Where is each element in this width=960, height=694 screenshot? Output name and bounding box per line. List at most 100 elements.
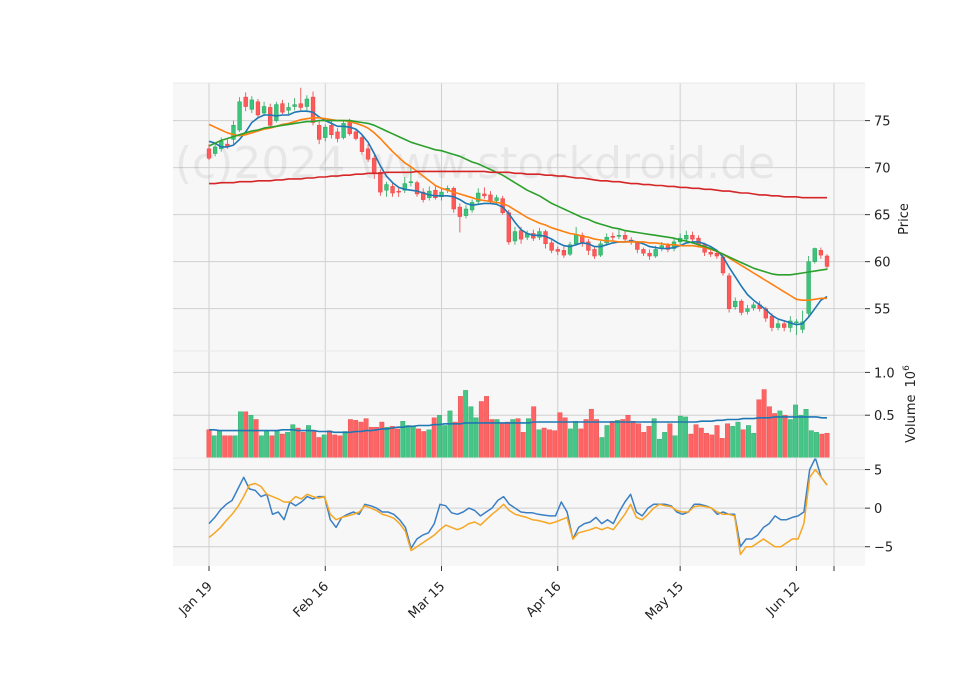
volume-bar [756,399,762,459]
candle-body [421,191,426,200]
candle-body [225,143,230,147]
x-tick-label: Mar 15 [406,579,449,622]
volume-bar [630,420,636,459]
candle-body [365,148,371,160]
volume-bar [410,426,416,459]
volume-bar [295,427,301,459]
volume-bar [442,425,448,459]
volume-bar [269,435,275,459]
volume-bar [206,429,212,459]
oscillator-y-tick-label: 5 [874,464,882,479]
price-y-tick-label: 65 [874,209,891,224]
volume-bar [300,432,306,459]
candle-body [237,101,242,131]
candle-body [518,230,524,240]
volume-bar [463,390,469,459]
x-tick-label: Jun 12 [763,579,803,619]
volume-bar [662,432,668,459]
oscillator-y-tick-label: −5 [874,541,893,556]
candle-body [769,315,775,328]
candle-body [206,148,212,159]
volume-bar [457,396,463,459]
candle-body [353,131,358,139]
candle-body [396,190,401,193]
volume-bar [243,411,249,459]
volume-bar [316,437,322,459]
candle-body [402,183,407,191]
candle-body [268,107,273,126]
candle-body [359,137,365,152]
candle-body [598,243,603,256]
volume-bar [777,410,783,459]
volume-bar [468,406,474,459]
candle-body [592,249,597,257]
volume-bar [416,428,421,459]
candle-body [512,231,518,242]
volume-bar [321,434,327,459]
volume-bar [709,434,715,459]
volume-bar [232,435,238,459]
volume-bar [227,435,233,459]
volume-bar [211,435,217,459]
candle-body [733,300,738,308]
candle-body [469,202,475,211]
candle-body [212,146,218,154]
volume-bar [358,421,364,459]
volume-bar [531,406,537,459]
volume-bar [374,426,380,459]
volume-bar [651,418,657,459]
volume-bar [646,426,652,459]
candle-body [806,261,811,314]
volume-bar [510,419,516,459]
volume-bar [353,420,359,459]
volume-bar [604,425,610,459]
oscillator-line [208,457,828,550]
candle-body [726,275,732,309]
volume-bar [405,425,411,459]
candle-body [286,107,291,111]
volume-bar [798,415,804,459]
candle-body [439,191,444,198]
volume-bar [599,437,605,459]
candle-body [812,248,817,262]
candle-body [561,250,567,256]
volume-bar [332,434,338,459]
price-y-tick-label: 55 [874,303,891,318]
candle-body [751,304,756,308]
volume-bar [761,389,767,459]
candle-body [280,103,285,113]
volume-bar [489,419,495,459]
volume-bar [237,411,243,459]
volume-y-tick-label: 0.5 [874,409,895,424]
volume-bar [620,419,626,459]
candle-body [451,188,456,210]
volume-bar [578,428,584,459]
candle-body [231,125,236,140]
volume-bar [546,429,552,459]
volume-bar [719,438,725,459]
volume-bar [274,430,280,459]
candle-body [482,193,487,197]
candle-body [775,323,781,328]
price-panel-background [173,83,865,351]
volume-bar [384,426,390,459]
candle-body [714,252,720,257]
volume-bar [725,423,730,459]
volume-bar [484,396,490,459]
candle-body [255,101,261,116]
oscillator-panel [208,457,828,556]
x-tick-label: May 15 [643,579,687,623]
volume-bar [766,406,772,459]
candle-body [782,323,787,328]
volume-bar [426,429,432,459]
volume-bar [311,430,317,459]
candle-body [310,96,316,123]
volume-bar [693,424,699,459]
candle-body [800,321,805,330]
volume-bar [609,420,615,459]
candle-body [408,181,414,183]
candle-body [249,99,254,110]
volume-bar [667,423,673,459]
volume-bar [421,431,427,459]
volume-bar [714,425,720,459]
